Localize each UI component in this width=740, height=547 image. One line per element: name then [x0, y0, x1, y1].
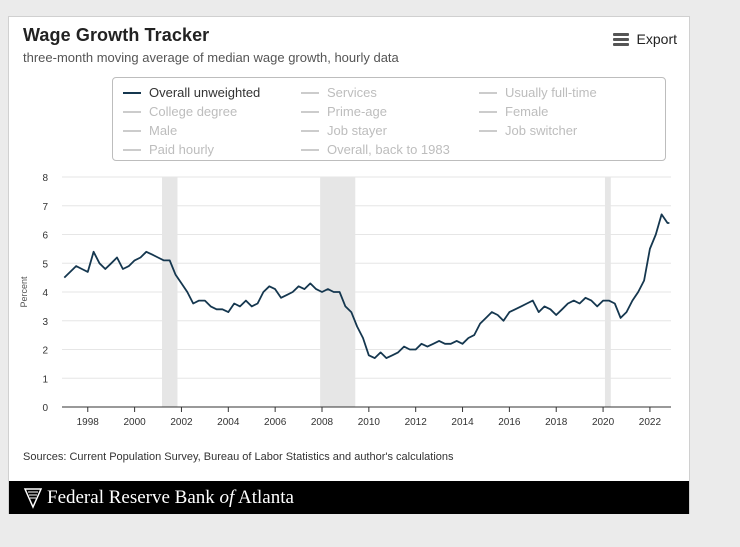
legend: Overall unweighted Services Usually full… — [112, 77, 666, 161]
legend-item-job-stayer[interactable]: Job stayer — [301, 123, 387, 138]
x-tick-label: 2002 — [170, 417, 193, 428]
series-line-overall-unweighted — [63, 213, 670, 359]
legend-swatch — [123, 129, 141, 132]
x-tick-label: 2018 — [545, 417, 568, 428]
x-tick-label: 2020 — [592, 417, 615, 428]
x-tick-label: 2004 — [217, 417, 240, 428]
legend-swatch — [301, 148, 319, 151]
legend-label: Prime-age — [327, 104, 387, 119]
legend-item-overall-unweighted[interactable]: Overall unweighted — [123, 85, 260, 100]
legend-item-prime-age[interactable]: Prime-age — [301, 104, 387, 119]
fed-seal-icon — [23, 487, 43, 509]
legend-swatch — [479, 129, 497, 132]
chart-title: Wage Growth Tracker — [23, 25, 210, 45]
export-label: Export — [636, 31, 677, 47]
legend-item-usually-full-time[interactable]: Usually full-time — [479, 85, 597, 100]
line-chart: Percent 0 1 2 3 4 5 6 7 8 1998 2000 2002 2004 2006 200… — [19, 173, 671, 428]
hamburger-menu-icon — [612, 33, 629, 46]
y-tick-label: 0 — [42, 403, 48, 414]
legend-item-college-degree[interactable]: College degree — [123, 104, 237, 119]
legend-swatch — [479, 91, 497, 94]
legend-label: Female — [505, 104, 549, 119]
legend-swatch — [301, 110, 319, 113]
legend-label: Job stayer — [327, 123, 387, 138]
footer-bank-name[interactable]: Federal Reserve Bank of Atlanta — [47, 487, 294, 509]
legend-item-male[interactable]: Male — [123, 123, 177, 138]
x-tick-label: 2006 — [264, 417, 287, 428]
legend-item-overall-back-to-1983[interactable]: Overall, back to 1983 — [301, 142, 450, 157]
axes: Percent 0 1 2 3 4 5 6 7 8 1998 2000 2002 2004 2006 200… — [19, 173, 671, 428]
y-tick-label: 6 — [42, 231, 48, 242]
export-button[interactable]: Export — [612, 31, 677, 47]
x-tick-label: 2016 — [498, 417, 521, 428]
legend-item-job-switcher[interactable]: Job switcher — [479, 123, 577, 138]
chart-card: Wage Growth Tracker three-month moving a… — [8, 16, 690, 514]
footer-bank-of: of — [219, 486, 235, 508]
footer-bank-suffix: Atlanta — [234, 486, 294, 508]
y-tick-label: 8 — [42, 173, 48, 184]
x-tick-label: 2008 — [311, 417, 334, 428]
legend-item-paid-hourly[interactable]: Paid hourly — [123, 142, 214, 157]
legend-label: Services — [327, 85, 377, 100]
series-layer — [63, 213, 670, 359]
x-tick-label: 2012 — [405, 417, 428, 428]
chart-subtitle: three-month moving average of median wag… — [23, 50, 399, 65]
legend-swatch — [301, 129, 319, 132]
legend-item-female[interactable]: Female — [479, 104, 548, 119]
x-tick-label: 1998 — [77, 417, 100, 428]
footer-bank-prefix: Federal Reserve Bank — [47, 486, 220, 508]
y-tick-label: 2 — [42, 346, 48, 357]
x-tick-label: 2000 — [123, 417, 146, 428]
x-tick-label: 2022 — [639, 417, 662, 428]
legend-label: Usually full-time — [505, 85, 597, 100]
x-tick-label: 2014 — [451, 417, 474, 428]
y-tick-label: 1 — [42, 374, 48, 385]
legend-label: Paid hourly — [149, 142, 215, 157]
legend-label: Male — [149, 123, 178, 138]
footer-banner: Federal Reserve Bank of Atlanta — [9, 481, 689, 514]
y-tick-label: 3 — [42, 317, 48, 328]
legend-label: Overall unweighted — [149, 85, 261, 100]
y-axis-title: Percent — [19, 276, 29, 308]
x-tick-label: 2010 — [358, 417, 381, 428]
legend-label: Overall, back to 1983 — [327, 142, 450, 157]
legend-swatch — [123, 91, 141, 94]
gridlines — [62, 176, 671, 379]
legend-swatch — [479, 110, 497, 113]
legend-swatch — [123, 110, 141, 113]
legend-swatch — [301, 91, 319, 94]
legend-item-services[interactable]: Services — [301, 85, 377, 100]
y-tick-label: 4 — [42, 288, 48, 299]
y-tick-label: 7 — [42, 202, 48, 213]
legend-label: Job switcher — [505, 123, 578, 138]
legend-swatch — [123, 148, 141, 151]
sources-note: Sources: Current Population Survey, Bure… — [23, 451, 454, 463]
legend-label: College degree — [149, 104, 238, 119]
y-tick-label: 5 — [42, 259, 48, 270]
